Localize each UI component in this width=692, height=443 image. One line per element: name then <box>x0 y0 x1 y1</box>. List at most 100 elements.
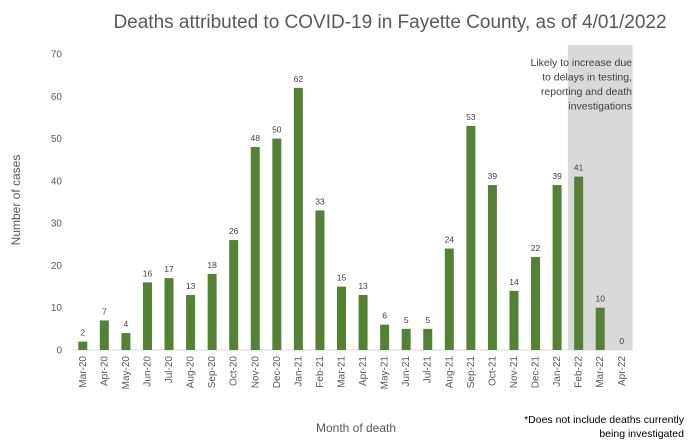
y-tick-label: 50 <box>51 134 63 145</box>
data-label: 17 <box>164 264 174 274</box>
bar <box>466 125 476 350</box>
x-axis-title: Month of death <box>316 421 396 435</box>
footnote: *Does not include deaths currently being … <box>524 414 685 440</box>
data-label: 15 <box>337 273 347 283</box>
bar <box>380 324 390 350</box>
y-tick-label: 40 <box>51 176 63 187</box>
data-label: 4 <box>124 319 129 329</box>
x-tick-label: Feb-21 <box>315 356 326 388</box>
data-label: 39 <box>488 171 498 181</box>
bar <box>531 256 541 350</box>
data-label: 33 <box>315 196 325 206</box>
shading-note: Likely to increase due to delays in testi… <box>530 57 632 113</box>
data-labels: 2 7 4 16 17 13 18 26 48 50 62 33 15 13 6 5 5 24 53 39 14 22 39… <box>80 74 624 346</box>
y-tick-label: 20 <box>51 261 63 272</box>
x-tick-label: Nov-21 <box>509 356 520 389</box>
data-label: 18 <box>207 260 217 270</box>
footnote-line: *Does not include deaths currently <box>524 414 685 426</box>
data-label: 10 <box>595 294 605 304</box>
data-label: 5 <box>425 315 430 325</box>
y-tick-label: 30 <box>51 219 63 230</box>
x-tick-label: Mar-20 <box>78 356 89 388</box>
bar <box>444 248 454 350</box>
bar <box>337 286 346 350</box>
bar <box>423 328 433 350</box>
data-label: 53 <box>466 112 476 122</box>
y-tick-label: 60 <box>51 92 63 103</box>
bar <box>186 295 196 350</box>
bar <box>487 185 497 350</box>
x-tick-label: Jul-20 <box>164 356 175 384</box>
data-label: 39 <box>552 171 562 181</box>
bar <box>315 210 325 350</box>
footnote-line: being investigated <box>599 428 684 440</box>
x-tick-label: Jan-21 <box>293 356 304 387</box>
bar <box>552 185 562 350</box>
data-label: 62 <box>294 74 304 84</box>
y-axis: 0 10 20 30 40 50 60 70 <box>51 50 63 357</box>
x-tick-label: Mar-22 <box>595 356 606 388</box>
bar <box>99 320 109 350</box>
x-tick-label: Apr-21 <box>358 356 369 386</box>
bar <box>293 87 303 350</box>
chart-title: Deaths attributed to COVID-19 in Fayette… <box>113 12 666 33</box>
data-label: 13 <box>186 281 196 291</box>
y-tick-label: 70 <box>51 50 63 61</box>
bar <box>509 290 519 350</box>
data-label: 13 <box>358 281 368 291</box>
data-label: 50 <box>272 125 282 135</box>
data-label: 6 <box>382 311 387 321</box>
x-tick-label: Jun-21 <box>401 356 412 387</box>
data-label: 5 <box>404 315 409 325</box>
x-tick-label: Sep-21 <box>466 356 477 389</box>
x-tick-label: Nov-20 <box>250 356 261 389</box>
x-tick-label: Dec-21 <box>531 356 542 389</box>
x-tick-label: Apr-20 <box>99 356 110 386</box>
x-tick-label: Jul-21 <box>423 356 434 384</box>
note-line: Likely to increase due <box>530 57 632 69</box>
data-label: 24 <box>445 235 455 245</box>
note-line: reporting and death <box>541 86 632 98</box>
x-tick-label: Sep-20 <box>207 356 218 389</box>
bar <box>272 138 282 350</box>
data-label: 7 <box>102 306 107 316</box>
bar <box>142 282 152 350</box>
bar <box>78 341 88 350</box>
data-label: 2 <box>80 328 85 338</box>
y-axis-title: Number of cases <box>9 155 23 246</box>
bar <box>401 328 411 350</box>
note-line: to delays in testing, <box>542 72 632 84</box>
x-tick-label: Oct-21 <box>487 356 498 386</box>
bar <box>358 295 368 350</box>
bar <box>574 176 584 350</box>
x-tick-label: Feb-22 <box>574 356 585 388</box>
data-label: 26 <box>229 226 239 236</box>
bar-series <box>78 87 605 350</box>
note-line: investigations <box>568 101 632 113</box>
bar <box>229 240 239 350</box>
x-tick-label: Mar-21 <box>337 356 348 388</box>
x-tick-label: May-20 <box>121 356 132 390</box>
x-tick-label: Jan-22 <box>552 356 563 387</box>
data-label: 16 <box>143 268 153 278</box>
y-tick-label: 10 <box>51 303 63 314</box>
x-tick-label: Aug-21 <box>444 356 455 389</box>
data-label: 22 <box>531 243 541 253</box>
x-tick-label: Apr-22 <box>617 356 628 386</box>
x-tick-label: Dec-20 <box>272 356 283 389</box>
bar <box>250 147 260 350</box>
y-tick-label: 0 <box>56 346 62 357</box>
bar <box>595 307 605 350</box>
x-axis: Mar-20 Apr-20 May-20 Jun-20 Jul-20 Aug-20 Sep-… <box>78 356 628 390</box>
bar <box>121 333 131 350</box>
data-label: 41 <box>574 163 584 173</box>
x-tick-label: Oct-20 <box>229 356 240 386</box>
data-label: 0 <box>619 336 624 346</box>
bar <box>207 273 217 350</box>
data-label: 48 <box>251 133 261 143</box>
x-tick-label: May-21 <box>380 356 391 390</box>
x-tick-label: Aug-20 <box>186 356 197 389</box>
x-tick-label: Jun-20 <box>142 356 153 387</box>
bar <box>164 278 174 350</box>
